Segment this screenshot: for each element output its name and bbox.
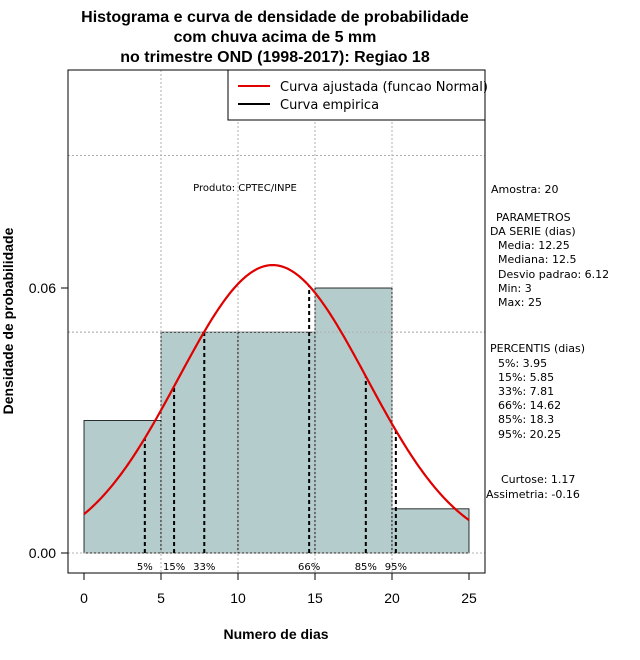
stat-min: Min: 3 bbox=[498, 282, 532, 295]
x-tick-label-3: 15 bbox=[307, 590, 323, 606]
legend-fitted-label: Curva ajustada (funcao Normal) bbox=[280, 80, 488, 95]
percentile-label-1: 15% bbox=[163, 562, 185, 573]
percentile-label-5: 95% bbox=[385, 562, 407, 573]
stat-p15: 15%: 5.85 bbox=[498, 371, 554, 384]
histogram-bar-1 bbox=[160, 331, 239, 554]
stat-sd: Desvio padrao: 6.12 bbox=[498, 268, 609, 281]
legend: Curva ajustada (funcao Normal) Curva emp… bbox=[227, 69, 488, 121]
histogram-bar-2 bbox=[237, 331, 316, 554]
producer-label: Produto: CPTEC/INPE bbox=[193, 183, 297, 194]
x-tick-label-0: 0 bbox=[80, 590, 88, 606]
chart-title-line2: com chuva acima de 5 mm bbox=[174, 29, 377, 46]
chart-title-line3: no trimestre OND (1998-2017): Regiao 18 bbox=[120, 49, 430, 66]
chart-title-line1: Histograma e curva de densidade de proba… bbox=[81, 9, 469, 26]
stats-panel: Amostra: 20 PARAMETROS DA SERIE (dias) M… bbox=[486, 183, 609, 501]
legend-empirical-label: Curva empirica bbox=[280, 98, 379, 113]
stat-skewness: Assimetria: -0.16 bbox=[486, 488, 580, 501]
histogram-bars bbox=[68, 70, 485, 573]
histogram-bar-0 bbox=[83, 420, 162, 554]
x-tick-label-5: 25 bbox=[461, 590, 477, 606]
stat-kurtosis: Curtose: 1.17 bbox=[501, 473, 575, 486]
stat-p5: 5%: 3.95 bbox=[498, 357, 547, 370]
percentile-label-4: 85% bbox=[355, 562, 377, 573]
stat-p66: 66%: 14.62 bbox=[498, 399, 561, 412]
stat-params-header2: DA SERIE (dias) bbox=[490, 225, 576, 238]
stat-median: Mediana: 12.5 bbox=[498, 253, 576, 266]
stat-p95: 95%: 20.25 bbox=[498, 428, 561, 441]
histogram-bar-4 bbox=[391, 508, 470, 554]
stat-p33: 33%: 7.81 bbox=[498, 385, 554, 398]
x-axis-title: Numero de dias bbox=[223, 626, 328, 642]
percentile-label-3: 66% bbox=[298, 562, 320, 573]
y-tick-label-1: 0.06 bbox=[29, 280, 56, 296]
x-tick-label-1: 5 bbox=[157, 590, 165, 606]
fitted-normal-curve bbox=[83, 263, 470, 522]
stat-pct-header: PERCENTIS (dias) bbox=[490, 342, 585, 355]
x-tick-label-4: 20 bbox=[384, 590, 400, 606]
percentile-label-2: 33% bbox=[193, 562, 215, 573]
stat-params-header1: PARAMETROS bbox=[496, 211, 571, 224]
stat-max: Max: 25 bbox=[498, 296, 542, 309]
fitted-curve-group bbox=[83, 263, 470, 522]
percentile-label-0: 5% bbox=[137, 562, 153, 573]
stat-sample: Amostra: 20 bbox=[491, 183, 558, 196]
histogram-bar-3 bbox=[314, 287, 393, 554]
axes: 0 5 10 15 20 25 0.00 0.06 bbox=[29, 280, 477, 606]
percentile-lines: 5% 15% 33% 66% 85% 95% bbox=[137, 285, 407, 573]
legend-box bbox=[227, 69, 486, 121]
x-tick-label-2: 10 bbox=[230, 590, 246, 606]
stat-p85: 85%: 18.3 bbox=[498, 413, 554, 426]
y-axis-title: Densidade de probabilidade bbox=[0, 227, 16, 414]
stat-mean: Media: 12.25 bbox=[498, 239, 570, 252]
y-tick-label-0: 0.00 bbox=[29, 545, 56, 561]
